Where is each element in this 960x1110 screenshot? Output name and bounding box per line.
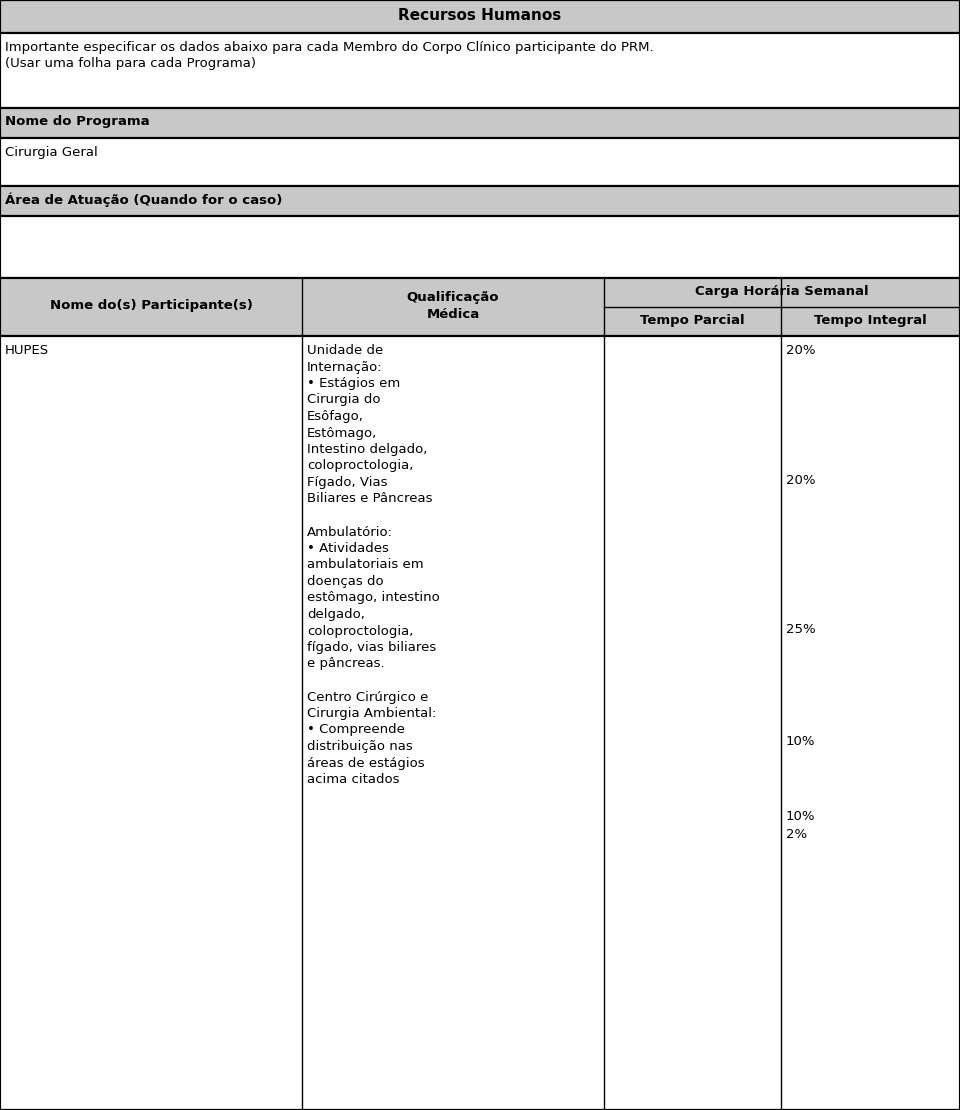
Bar [0,0,960,33]
Bar [0,278,960,336]
Bar [0,216,960,278]
Text: Qualificação
Médica: Qualificação Médica [407,291,499,321]
Text: Nome do Programa: Nome do Programa [5,115,150,129]
Bar [0,33,960,108]
Text: Recursos Humanos: Recursos Humanos [398,8,562,23]
Text: Carga Horária Semanal: Carga Horária Semanal [695,285,869,297]
Text: 10%: 10% [786,810,815,823]
Text: Importante especificar os dados abaixo para cada Membro do Corpo Clínico partici: Importante especificar os dados abaixo p… [5,41,654,71]
Text: 10%: 10% [786,735,815,748]
Bar [0,108,960,138]
Text: 20%: 20% [786,474,815,487]
Text: HUPES: HUPES [5,344,49,357]
Text: 20%: 20% [786,344,815,357]
Text: 2%: 2% [786,828,807,841]
Text: 25%: 25% [786,624,816,636]
Text: Unidade de
Internação:
• Estágios em
Cirurgia do
Esôfago,
Estômago,
Intestino de: Unidade de Internação: • Estágios em Cir… [307,344,440,786]
Bar [0,186,960,216]
Text: Cirurgia Geral: Cirurgia Geral [5,147,98,159]
Bar [0,138,960,186]
Bar [0,336,960,1110]
Text: Tempo Integral: Tempo Integral [814,314,926,327]
Text: Nome do(s) Participante(s): Nome do(s) Participante(s) [50,300,252,313]
Text: Área de Atuação (Quando for o caso): Área de Atuação (Quando for o caso) [5,193,282,208]
Text: Tempo Parcial: Tempo Parcial [640,314,745,327]
